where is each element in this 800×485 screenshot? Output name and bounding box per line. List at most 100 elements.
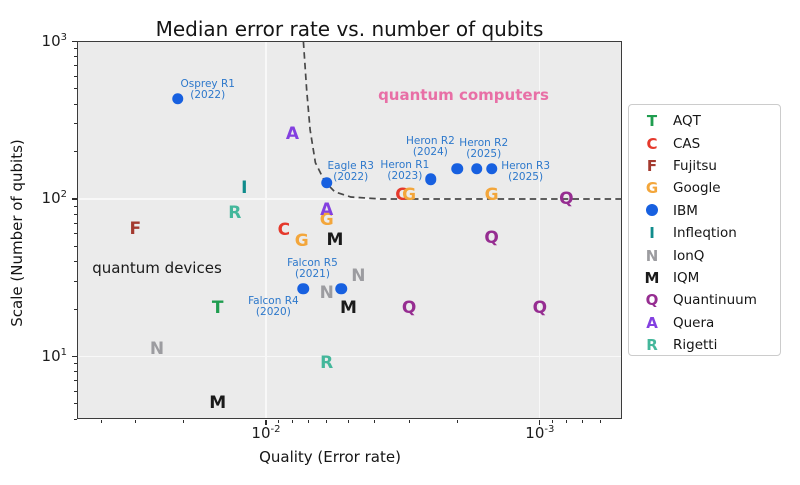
- y-major-tick: [71, 355, 77, 358]
- y-minor-tick: [74, 48, 78, 50]
- point-quera: A: [285, 123, 300, 144]
- point-label-year: (2022): [333, 170, 369, 183]
- x-axis-label: Quality (Error rate): [259, 448, 401, 466]
- legend-marker-ionq: N: [645, 246, 659, 265]
- y-minor-tick: [74, 151, 78, 153]
- y-minor-tick: [74, 371, 78, 373]
- legend-marker-fujitsu: F: [646, 156, 658, 175]
- point-aqt: T: [211, 298, 224, 319]
- point-label-heron-r3: Heron R3 (2025): [501, 159, 551, 183]
- point-label-name: Osprey R1: [180, 77, 235, 90]
- y-minor-tick: [74, 418, 78, 420]
- y-minor-tick: [74, 88, 78, 90]
- point-ibm: [297, 282, 310, 295]
- y-minor-tick: [74, 261, 78, 263]
- point-ibm: [485, 162, 498, 175]
- y-tick-label: 102: [41, 189, 67, 208]
- point-ibm: [451, 162, 464, 175]
- legend-row-google: G Google: [639, 177, 780, 199]
- point-label-heron-r2: Heron R2 (2025): [459, 136, 509, 160]
- point-label-name: Heron R2: [459, 136, 509, 149]
- point-ibm: [335, 282, 348, 295]
- legend-label-cas: CAS: [673, 135, 701, 152]
- region-label-computers: quantum computers: [378, 85, 549, 104]
- gridline-y: [78, 355, 621, 358]
- point-rigetti: R: [228, 203, 242, 224]
- legend-label-quantinuum: Quantinuum: [673, 292, 757, 309]
- point-google: G: [319, 210, 334, 231]
- y-tick-label: 103: [41, 31, 67, 50]
- legend-marker-quantinuum: Q: [645, 291, 659, 310]
- legend-label-iqm: IQM: [673, 269, 700, 286]
- point-label-heron-r1: Heron R1 (2023): [380, 160, 429, 182]
- gridline-y: [78, 198, 621, 200]
- point-quera: A: [320, 200, 334, 221]
- point-label-name: Falcon R4: [248, 294, 299, 307]
- legend-label-fujitsu: Fujitsu: [673, 157, 717, 174]
- y-minor-tick: [74, 245, 78, 247]
- y-minor-tick: [74, 363, 78, 365]
- legend-row-iqm: M IQM: [639, 267, 780, 289]
- y-axis-label: Scale (Number of qubits): [8, 139, 26, 327]
- x-minor-tick: [326, 419, 328, 423]
- y-major-tick: [71, 198, 77, 200]
- legend-label-google: Google: [673, 180, 721, 197]
- point-quantinuum: Q: [484, 227, 499, 248]
- point-label-year: (2024): [412, 145, 448, 158]
- point-ibm: [470, 162, 483, 175]
- legend-row-infleqtion: I Infleqtion: [639, 222, 780, 244]
- legend-row-ionq: N IonQ: [639, 244, 780, 266]
- point-label-year: (2025): [466, 147, 502, 160]
- x-minor-tick: [183, 419, 185, 423]
- legend-marker-infleqtion: I: [649, 224, 655, 243]
- point-ionq: N: [351, 266, 366, 287]
- x-major-tick: [539, 419, 541, 425]
- legend: T AQT C CAS F Fujitsu G Google IBM I Infleqtion N Io…: [628, 104, 781, 356]
- x-minor-tick: [347, 419, 349, 423]
- point-label-year: (2021): [295, 267, 330, 280]
- x-tick-label: 10-2: [251, 424, 281, 442]
- legend-marker-google: G: [645, 179, 659, 198]
- x-minor-tick: [278, 419, 279, 423]
- legend-row-cas: C CAS: [639, 132, 780, 154]
- point-quantinuum: Q: [401, 298, 417, 319]
- point-label-year: (2025): [508, 170, 544, 183]
- point-google: G: [484, 184, 499, 205]
- gridline-x: [539, 42, 541, 418]
- y-minor-tick: [74, 403, 78, 405]
- x-minor-tick: [581, 419, 583, 423]
- point-rigetti: R: [320, 352, 334, 373]
- point-label-year: (2023): [387, 170, 423, 183]
- y-minor-tick: [74, 205, 78, 207]
- legend-marker-aqt: T: [646, 112, 658, 131]
- point-label-name: Eagle R3: [327, 159, 374, 172]
- legend-row-aqt: T AQT: [639, 110, 780, 132]
- point-cas: C: [277, 219, 291, 240]
- y-minor-tick: [74, 103, 78, 105]
- legend-dot-icon: [646, 203, 658, 216]
- x-minor-tick: [456, 419, 458, 423]
- point-iqm: M: [209, 393, 227, 414]
- y-minor-tick: [74, 75, 78, 77]
- region-label-devices: quantum devices: [92, 258, 222, 277]
- point-label-name: Heron R1: [380, 159, 430, 172]
- legend-row-ibm: IBM: [639, 200, 780, 222]
- point-label-name: Heron R2: [405, 134, 455, 147]
- y-tick-label: 101: [41, 346, 67, 365]
- y-minor-tick: [74, 380, 78, 382]
- point-label-name: Falcon R5: [287, 256, 338, 269]
- y-minor-tick: [74, 222, 78, 224]
- x-minor-tick: [307, 419, 309, 423]
- legend-marker-cas: C: [646, 134, 658, 153]
- x-minor-tick: [292, 419, 293, 423]
- point-label-heron-r2: Heron R2 (2024): [405, 134, 455, 158]
- x-minor-tick: [134, 419, 136, 423]
- legend-label-quera: Quera: [673, 314, 715, 331]
- chart-title: Median error rate vs. number of qubits: [155, 17, 544, 41]
- x-minor-tick: [408, 419, 410, 423]
- y-minor-tick: [74, 123, 78, 125]
- point-quantinuum: Q: [532, 298, 548, 319]
- point-label-name: Heron R3: [501, 159, 551, 172]
- point-label-osprey-r1: Osprey R1 (2022): [180, 77, 235, 101]
